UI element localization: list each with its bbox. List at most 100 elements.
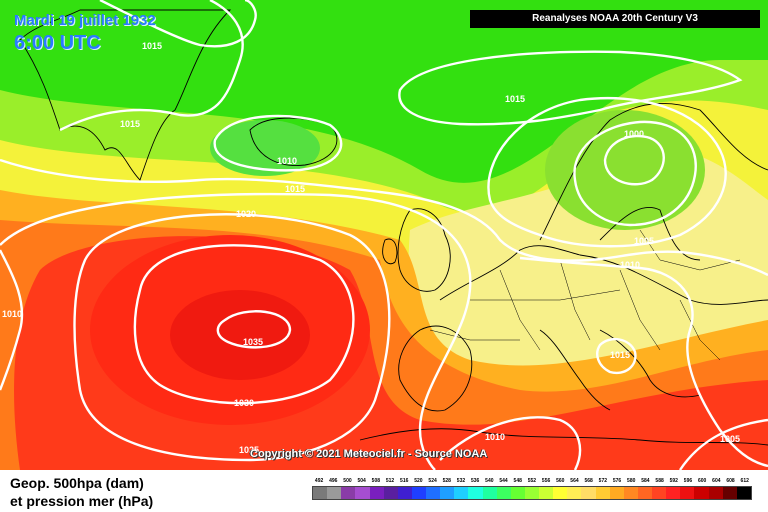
scale-swatch — [341, 487, 356, 499]
scale-swatch — [581, 487, 596, 499]
isobar-1005-nordic — [573, 120, 697, 227]
scale-swatch — [666, 487, 681, 499]
scale-swatch — [440, 487, 455, 499]
scale-label: 536 — [470, 478, 480, 484]
color-scale-labels: 492 496 500 504 508 512 516 520 524 528 532 536 540 5… — [312, 478, 752, 484]
scale-label: 600 — [697, 478, 707, 484]
scale-swatch — [567, 487, 582, 499]
field-nordic-green — [545, 110, 705, 230]
scale-swatch — [722, 487, 737, 499]
isobar-label: 1015 — [285, 184, 305, 194]
isobar-label: 1005 — [720, 434, 740, 444]
scale-label: 532 — [456, 478, 466, 484]
isobar-label: 1000 — [624, 129, 644, 139]
isobar-label: 1005 — [634, 236, 654, 246]
isobar-1015-balkans — [596, 337, 637, 375]
scale-label: 576 — [612, 478, 622, 484]
scale-swatch — [694, 487, 709, 499]
scale-label: 492 — [314, 478, 324, 484]
scale-swatch — [595, 487, 610, 499]
scale-swatch — [327, 487, 342, 499]
isobar-1010-europe — [519, 256, 768, 468]
isobar-1015-arctic — [99, 0, 257, 48]
scale-label: 588 — [655, 478, 664, 484]
copyright-notice: Copyright © 2021 Meteociel.fr - Source N… — [250, 448, 488, 460]
isobar-1010-iceland — [213, 114, 343, 172]
isobar-1010-west — [0, 249, 24, 391]
borders — [429, 229, 741, 361]
color-scale-bar — [312, 486, 752, 500]
isobar-1015-north — [0, 158, 768, 277]
map-time-title: 6:00 UTC — [14, 32, 101, 54]
isobar-1020 — [0, 192, 472, 470]
scale-swatch — [313, 487, 328, 499]
scale-label: 512 — [385, 478, 395, 484]
isobar-label: 1015 — [120, 119, 140, 129]
scale-label: 580 — [627, 478, 636, 484]
isobar-1010-mediterranean — [439, 416, 582, 470]
scale-swatch — [496, 487, 511, 499]
field-iceland-green — [210, 120, 320, 176]
field-deep-red — [170, 290, 310, 380]
coastlines — [19, 9, 768, 446]
isobar-1010-nordic — [487, 96, 727, 248]
isobar-label: 1010 — [620, 260, 640, 270]
scale-swatch — [680, 487, 695, 499]
legend-title: Geop. 500hpa (dam) et pression mer (hPa) — [10, 474, 153, 510]
isobar-labels: 1015 1015 1015 1010 1015 1000 1020 1005 … — [2, 41, 740, 455]
scale-label: 540 — [485, 478, 494, 484]
isobar-label: 1025 — [239, 445, 259, 455]
scale-swatch — [397, 487, 412, 499]
scale-label: 596 — [683, 478, 693, 484]
map-date-title: Mardi 19 juillet 1932 — [14, 12, 156, 29]
scale-label: 556 — [541, 478, 551, 484]
scale-swatch — [609, 487, 624, 499]
scale-swatch — [623, 487, 638, 499]
scale-label: 604 — [712, 478, 721, 484]
scale-label: 584 — [641, 478, 650, 484]
scale-label: 552 — [527, 478, 537, 484]
legend-title-line1: Geop. 500hpa (dam) — [10, 475, 144, 491]
scale-label: 544 — [499, 478, 508, 484]
isobar-label: 1010 — [485, 432, 505, 442]
scale-swatch — [708, 487, 723, 499]
scale-label: 496 — [329, 478, 338, 484]
legend-panel: Geop. 500hpa (dam) et pression mer (hPa)… — [0, 470, 768, 512]
scale-label: 520 — [414, 478, 423, 484]
scale-swatch — [454, 487, 469, 499]
isobar-label: 1015 — [610, 350, 630, 360]
scale-swatch — [539, 487, 554, 499]
scale-label: 608 — [726, 478, 735, 484]
scale-swatch — [524, 487, 539, 499]
isobar-1025 — [73, 213, 391, 462]
scale-label: 524 — [428, 478, 437, 484]
scale-swatch — [553, 487, 568, 499]
coast-british-isles — [382, 208, 451, 292]
map-canvas: 1015 1015 1015 1010 1015 1000 1020 1005 … — [0, 0, 768, 470]
isobar-1015-greenland — [59, 0, 244, 132]
coast-iceland — [249, 117, 338, 166]
isobar-1015-atlantic — [398, 50, 743, 126]
scale-label: 560 — [556, 478, 565, 484]
scale-swatch — [652, 487, 667, 499]
coast-italy-balkans — [539, 329, 701, 411]
isobar-label: 1015 — [142, 41, 162, 51]
scale-label: 564 — [570, 478, 579, 484]
isobars — [0, 0, 768, 470]
isobar-1035 — [216, 310, 292, 349]
source-banner: Reanalyses NOAA 20th Century V3 — [470, 10, 760, 28]
scale-swatch — [510, 487, 525, 499]
isobar-label: 1020 — [236, 209, 256, 219]
isobar-label: 1030 — [234, 398, 254, 408]
scale-label: 516 — [400, 478, 409, 484]
scale-swatch — [482, 487, 497, 499]
isobar-1000 — [603, 134, 665, 186]
scale-label: 592 — [669, 478, 678, 484]
coast-mainland-europe — [398, 245, 768, 412]
isobar-label: 1010 — [2, 309, 22, 319]
isobar-1030 — [133, 244, 355, 405]
scale-swatch — [736, 487, 751, 499]
isobar-label: 1015 — [505, 94, 525, 104]
scale-label: 500 — [343, 478, 352, 484]
